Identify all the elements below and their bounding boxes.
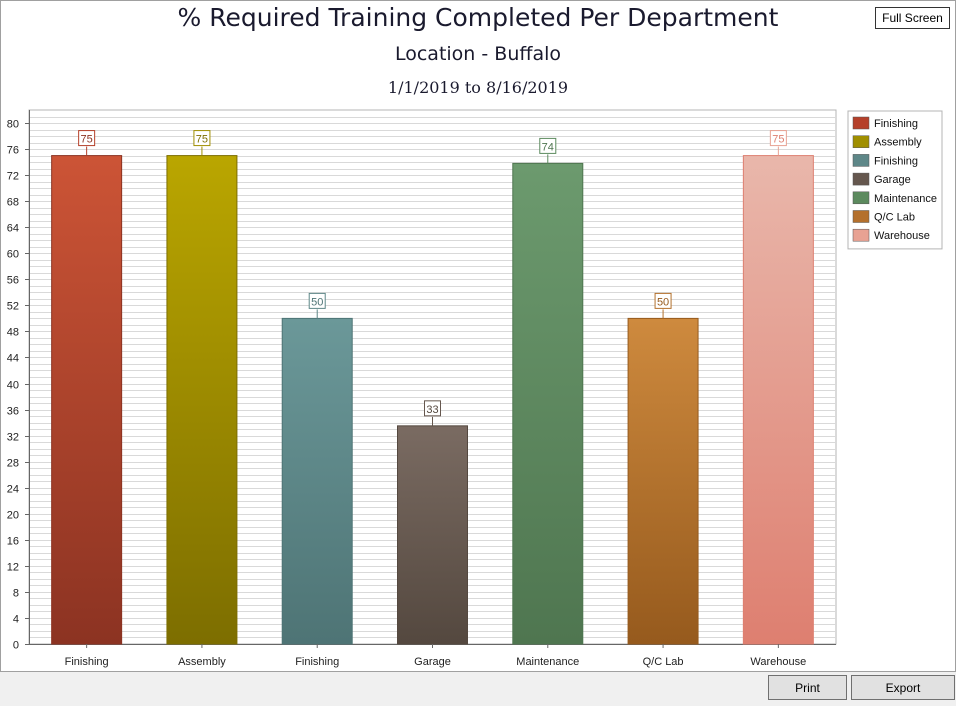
y-tick-label: 56 <box>7 275 19 287</box>
legend-swatch <box>852 228 870 242</box>
y-tick-label: 24 <box>7 484 19 496</box>
data-label-box <box>193 130 211 147</box>
data-label-box <box>78 130 96 147</box>
data-label: 50 <box>657 296 669 308</box>
x-tick-label: Garage <box>414 656 451 668</box>
x-tick-label: Finishing <box>295 656 339 668</box>
y-tick-label: 0 <box>13 640 19 652</box>
bar-chart: 048121620242832364044485256606468727680F… <box>7 109 943 668</box>
x-tick-label: Finishing <box>65 656 109 668</box>
chart-panel: % Required Training Completed Per Depart… <box>0 0 956 672</box>
bar <box>512 162 584 645</box>
data-label-box <box>308 292 326 309</box>
chart-date-range: 1/1/2019 to 8/16/2019 <box>387 78 569 97</box>
legend-label: Finishing <box>874 118 918 130</box>
legend-label: Maintenance <box>874 193 937 205</box>
data-label: 33 <box>426 404 438 416</box>
y-tick-label: 60 <box>7 249 19 261</box>
export-button[interactable]: Export <box>851 675 955 700</box>
chart-subtitle: Location - Buffalo <box>394 43 561 65</box>
y-tick-label: 32 <box>7 432 19 444</box>
bar <box>742 155 814 645</box>
legend-swatch <box>852 135 870 148</box>
y-tick-label: 72 <box>7 171 19 183</box>
y-tick-label: 28 <box>7 458 19 470</box>
y-tick-label: 52 <box>7 301 19 313</box>
data-label: 75 <box>81 134 93 146</box>
legend-label: Assembly <box>874 137 922 149</box>
legend-label: Warehouse <box>874 230 930 242</box>
legend-swatch <box>852 154 870 167</box>
bar <box>166 155 238 645</box>
y-tick-label: 16 <box>7 536 19 548</box>
y-tick-label: 36 <box>7 406 19 418</box>
legend-label: Garage <box>874 174 911 186</box>
legend-label: Q/C Lab <box>874 212 915 224</box>
y-tick-label: 8 <box>13 588 19 600</box>
x-tick-label: Warehouse <box>750 656 806 668</box>
data-label-box <box>424 400 441 417</box>
y-tick-label: 4 <box>13 614 19 626</box>
y-tick-label: 64 <box>7 223 19 235</box>
y-tick-label: 76 <box>7 145 19 157</box>
x-tick-label: Maintenance <box>516 656 579 668</box>
bar <box>627 317 699 645</box>
y-tick-label: 48 <box>7 327 19 339</box>
data-label-box <box>654 292 672 309</box>
fullscreen-button[interactable]: Full Screen <box>875 7 950 29</box>
data-label: 75 <box>772 134 784 146</box>
print-button[interactable]: Print <box>768 675 847 700</box>
data-label: 75 <box>196 134 208 146</box>
data-label: 74 <box>542 141 554 153</box>
data-label: 50 <box>311 296 323 308</box>
chart-title: % Required Training Completed Per Depart… <box>177 3 779 32</box>
legend-swatch <box>852 172 870 186</box>
y-tick-label: 80 <box>7 119 19 131</box>
legend-swatch <box>852 210 870 223</box>
y-tick-label: 68 <box>7 197 19 209</box>
legend-swatch <box>852 191 870 205</box>
legend-swatch <box>852 116 870 130</box>
bar <box>397 425 468 645</box>
x-tick-label: Q/C Lab <box>643 656 684 668</box>
data-label-box <box>539 137 557 154</box>
x-tick-label: Assembly <box>178 656 226 668</box>
y-tick-label: 44 <box>7 353 19 365</box>
y-tick-label: 12 <box>7 562 19 574</box>
y-tick-label: 20 <box>7 510 19 522</box>
legend-label: Finishing <box>874 155 918 167</box>
y-tick-label: 40 <box>7 380 19 392</box>
bar <box>51 155 123 645</box>
bar <box>281 317 353 645</box>
data-label-box <box>769 130 787 147</box>
